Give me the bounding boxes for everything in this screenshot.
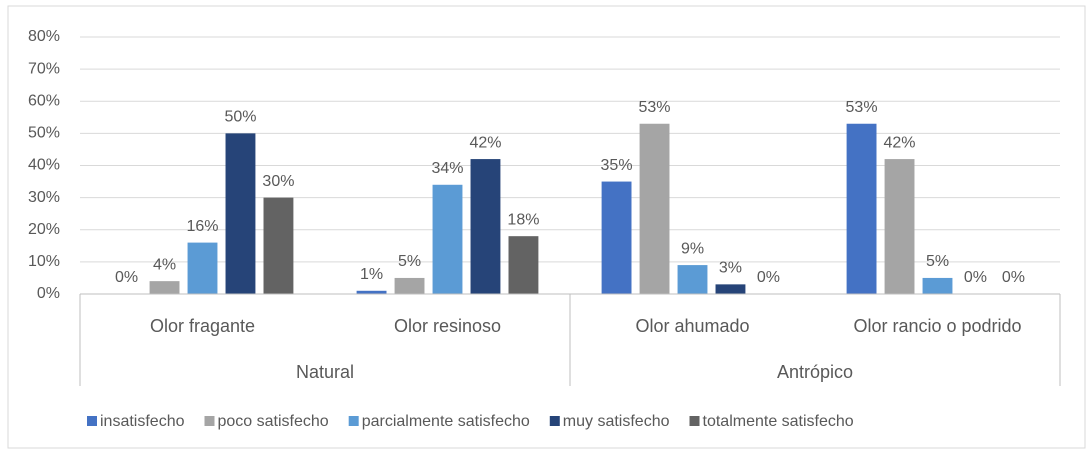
bar	[187, 242, 218, 294]
group-label: Natural	[296, 362, 354, 382]
group-label: Antrópico	[777, 362, 853, 382]
legend-swatch	[87, 416, 97, 426]
bar	[432, 184, 463, 294]
y-tick-label: 60%	[28, 92, 60, 109]
x-tick-label: Olor ahumado	[635, 316, 749, 336]
legend-swatch	[549, 416, 560, 426]
bar	[470, 159, 501, 294]
value-label: 35%	[601, 157, 633, 174]
value-label: 42%	[884, 134, 916, 151]
bar	[263, 197, 294, 294]
y-tick-label: 80%	[28, 28, 60, 45]
y-tick-label: 20%	[28, 221, 60, 238]
bar	[356, 290, 387, 294]
value-label: 4%	[153, 256, 176, 273]
legend-label: poco satisfecho	[218, 413, 329, 430]
value-label: 1%	[360, 266, 383, 283]
x-tick-label: Olor rancio o podrido	[853, 316, 1021, 336]
value-label: 34%	[431, 160, 463, 177]
value-label: 53%	[639, 99, 671, 116]
y-tick-label: 30%	[28, 189, 60, 206]
value-label: 0%	[964, 269, 987, 286]
bar	[884, 159, 915, 294]
value-label: 5%	[926, 253, 949, 270]
y-tick-label: 0%	[37, 285, 60, 302]
legend-swatch	[689, 416, 700, 426]
x-tick-label: Olor fragante	[150, 316, 255, 336]
chart-border	[7, 5, 1086, 449]
bar	[639, 123, 670, 294]
value-label: 42%	[469, 134, 501, 151]
value-label: 5%	[398, 253, 421, 270]
bar	[601, 181, 632, 294]
legend-label: totalmente satisfecho	[703, 413, 854, 430]
value-label: 9%	[681, 240, 704, 257]
legend-label: insatisfecho	[100, 413, 185, 430]
bar	[677, 265, 708, 294]
legend-swatch	[204, 416, 215, 426]
bar	[922, 277, 953, 294]
legend-swatch	[348, 416, 359, 426]
bar	[508, 236, 539, 294]
value-label: 50%	[224, 109, 256, 126]
y-tick-label: 50%	[28, 125, 60, 142]
y-tick-label: 70%	[28, 60, 60, 77]
value-label: 0%	[1002, 269, 1025, 286]
legend-label: muy satisfecho	[563, 413, 670, 430]
value-label: 0%	[757, 269, 780, 286]
bar	[846, 123, 877, 294]
bar	[225, 133, 256, 294]
y-tick-label: 40%	[28, 157, 60, 174]
bar	[149, 281, 180, 294]
bar	[394, 277, 425, 294]
value-label: 30%	[262, 173, 294, 190]
bar	[715, 284, 746, 294]
value-label: 3%	[719, 260, 742, 277]
value-label: 16%	[186, 218, 218, 235]
value-label: 18%	[507, 211, 539, 228]
value-label: 53%	[846, 99, 878, 116]
legend-label: parcialmente satisfecho	[362, 413, 530, 430]
y-tick-label: 10%	[28, 253, 60, 270]
x-tick-label: Olor resinoso	[394, 316, 501, 336]
value-label: 0%	[115, 269, 138, 286]
